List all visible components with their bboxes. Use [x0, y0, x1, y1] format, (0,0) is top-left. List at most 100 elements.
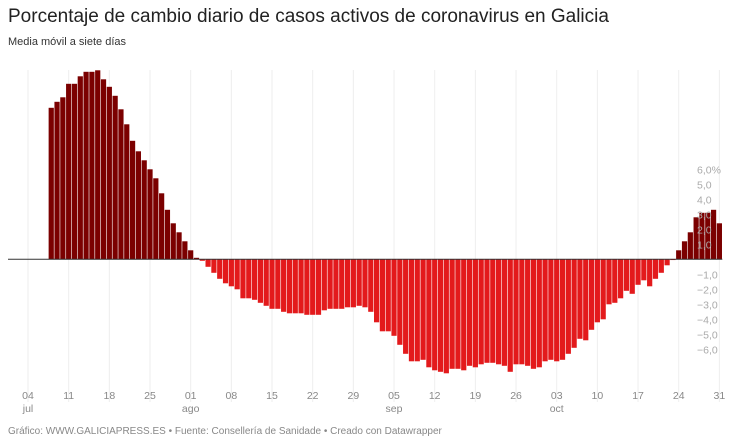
bar-oct-9	[588, 259, 595, 330]
bar-oct-18	[641, 259, 647, 281]
x-tick-label: 12	[429, 390, 441, 402]
bar-jul-27	[159, 193, 165, 260]
y-tick-label: −4,0	[697, 314, 718, 326]
bar-oct-21	[658, 259, 664, 273]
bar-oct-27	[693, 217, 699, 260]
bar-jul-11	[66, 83, 72, 260]
bar-sep-26	[513, 259, 519, 365]
bar-sep-25	[507, 259, 513, 372]
bar-oct-16	[629, 259, 635, 294]
bar-oct-19	[647, 259, 653, 287]
bar-oct-15	[623, 259, 630, 291]
bar-ago-27	[339, 259, 345, 309]
y-tick-label: 1,0	[697, 239, 712, 251]
x-tick-label: 24	[673, 390, 685, 402]
bar-oct-31	[716, 223, 722, 260]
x-tick-label: 17	[632, 390, 644, 402]
y-tick-label: −3,0	[697, 299, 718, 311]
bar-sep-30	[536, 259, 542, 368]
bar-oct-3	[554, 259, 560, 362]
y-tick-label: 3,0	[697, 209, 712, 221]
x-tick-month-label: ago	[182, 403, 200, 415]
bar-sep-27	[519, 259, 525, 365]
x-tick-label: 03	[551, 390, 563, 402]
bar-ago-7	[222, 259, 229, 284]
x-tick-label: 19	[470, 390, 482, 402]
x-tick-label: 04	[22, 390, 34, 402]
bar-sep-14	[443, 259, 449, 374]
x-tick-label: 01	[185, 390, 197, 402]
bar-jul-16	[95, 70, 101, 260]
bar-oct-6	[571, 259, 577, 348]
bar-ago-11	[246, 259, 252, 299]
bar-sep-2	[374, 259, 380, 323]
bar-jul-13	[77, 76, 83, 260]
bar-jul-24	[141, 160, 147, 260]
y-tick-label: 2,0	[697, 224, 712, 236]
bar-sep-6	[397, 259, 403, 345]
bar-jul-30	[176, 232, 182, 260]
y-tick-label: −5,0	[697, 329, 718, 341]
bar-jul-9	[54, 101, 60, 260]
bar-sep-28	[525, 259, 531, 366]
bar-jul-14	[83, 71, 89, 260]
bar-oct-13	[612, 259, 618, 303]
bar-sep-10	[420, 259, 426, 360]
bar-ago-25	[327, 259, 333, 309]
bar-jul-22	[129, 140, 136, 260]
bar-sep-5	[391, 259, 397, 336]
x-tick-label: 18	[103, 390, 115, 402]
bar-sep-24	[501, 259, 508, 366]
bar-oct-11	[600, 259, 606, 320]
bar-ago-8	[228, 259, 234, 287]
bar-jul-15	[89, 71, 95, 260]
x-tick-label: 05	[388, 390, 400, 402]
bar-ago-21	[304, 259, 310, 315]
bar-sep-23	[496, 259, 502, 365]
bar-jul-29	[170, 223, 176, 260]
y-tick-label: −2,0	[697, 284, 718, 296]
bar-oct-14	[618, 259, 624, 299]
bar-sep-11	[426, 259, 432, 368]
bar-oct-29	[705, 212, 711, 260]
y-tick-label: −6,0	[697, 344, 718, 356]
chart-subtitle: Media móvil a siete días	[8, 36, 126, 48]
bar-oct-10	[594, 259, 600, 323]
x-tick-label: 11	[63, 390, 74, 402]
bar-oct-28	[699, 212, 705, 260]
bar-jul-17	[100, 79, 107, 260]
bar-ago-12	[251, 259, 258, 300]
x-tick-label: 10	[592, 390, 604, 402]
bar-jul-10	[60, 97, 66, 260]
bar-ago-31	[362, 259, 368, 308]
bar-sep-16	[455, 259, 461, 369]
x-tick-label: 08	[226, 390, 238, 402]
chart-footer: Gráfico: WWW.GALICIAPRESS.ES • Fuente: C…	[8, 426, 442, 437]
bar-sep-22	[490, 259, 496, 363]
bar-ago-14	[263, 259, 269, 306]
chart-title: Porcentaje de cambio diario de casos act…	[8, 6, 609, 27]
bar-sep-7	[403, 259, 409, 354]
x-tick-label: 31	[714, 390, 726, 402]
bar-ago-5	[211, 259, 217, 273]
bar-jul-23	[135, 151, 141, 260]
bar-sep-15	[449, 259, 455, 369]
bar-ago-26	[333, 259, 339, 309]
bar-ago-9	[234, 259, 240, 290]
x-tick-label: 26	[510, 390, 522, 402]
bar-jul-8	[48, 107, 54, 260]
bar-oct-2	[548, 259, 554, 360]
x-tick-month-label: oct	[550, 403, 564, 415]
bar-ago-6	[217, 259, 223, 279]
bar-ago-30	[356, 259, 362, 306]
bar-oct-5	[565, 259, 571, 354]
bar-jul-21	[124, 124, 130, 260]
bar-oct-7	[577, 259, 583, 339]
x-tick-label: 29	[348, 390, 360, 402]
bar-oct-1	[542, 259, 548, 362]
bar-sep-1	[368, 259, 374, 312]
x-tick-month-label: jul	[22, 403, 34, 415]
bar-sep-20	[478, 259, 484, 365]
bar-oct-4	[559, 259, 566, 360]
bar-sep-17	[461, 259, 467, 371]
